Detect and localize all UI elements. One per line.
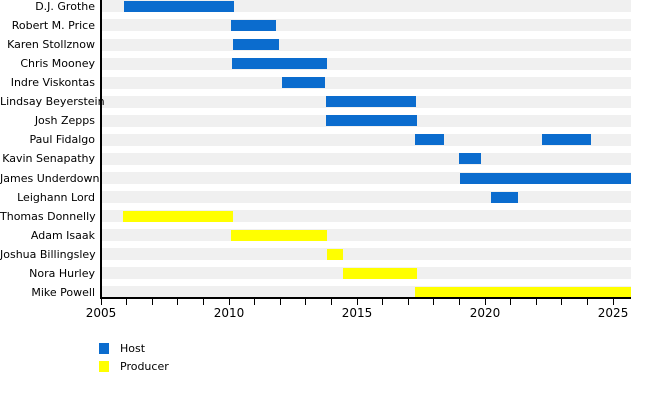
timeline-bar <box>459 172 631 184</box>
producer-color-swatch <box>99 361 109 372</box>
timeline-bar <box>281 77 326 89</box>
row-band <box>101 248 631 261</box>
timeline-bar <box>414 134 445 146</box>
row-label: Indre Viskontas <box>10 76 95 90</box>
row-label: Karen Stollznow <box>7 38 95 52</box>
axis-year-label: 2020 <box>469 306 501 320</box>
timeline-bar <box>123 0 235 12</box>
axis-tick <box>151 298 153 305</box>
axis-tick <box>433 298 435 305</box>
legend-label-host: Host <box>120 342 146 355</box>
timeline-bar <box>458 153 482 165</box>
axis-year-label: 2015 <box>341 306 373 320</box>
row-label: Adam Isaak <box>30 228 95 242</box>
timeline-bar <box>414 286 631 298</box>
legend: Host Producer <box>99 342 169 373</box>
row-label: James Underdown <box>0 171 100 185</box>
row-band <box>101 210 631 223</box>
row-band <box>101 133 631 146</box>
axis-tick <box>535 298 537 305</box>
row-label: Kavin Senapathy <box>2 152 95 166</box>
axis-tick <box>458 298 460 305</box>
x-axis-line <box>100 297 631 299</box>
legend-label-producer: Producer <box>120 360 169 373</box>
timeline-bar <box>123 210 233 222</box>
axis-tick <box>561 298 563 305</box>
axis-tick <box>177 298 179 305</box>
row-band <box>101 19 631 32</box>
axis-tick <box>356 298 358 305</box>
timeline-bar <box>232 39 280 51</box>
row-label: Mike Powell <box>31 285 95 299</box>
timeline-bar <box>541 134 592 146</box>
row-label: D.J. Grothe <box>35 0 95 13</box>
row-label: Paul Fidalgo <box>29 133 95 147</box>
axis-tick <box>612 298 614 305</box>
row-band <box>101 229 631 242</box>
axis-tick <box>100 298 102 305</box>
row-band <box>101 152 631 165</box>
row-band <box>101 76 631 89</box>
axis-tick <box>279 298 281 305</box>
axis-tick <box>254 298 256 305</box>
timeline-bar <box>231 58 328 70</box>
axis-tick <box>330 298 332 305</box>
axis-tick <box>484 298 486 305</box>
axis-tick <box>202 298 204 305</box>
row-band <box>101 38 631 51</box>
host-color-swatch <box>99 343 109 354</box>
row-label: Thomas Donnelly <box>0 209 96 223</box>
axis-year-label: 2010 <box>213 306 245 320</box>
row-label: Joshua Billingsley <box>0 247 96 261</box>
row-label: Nora Hurley <box>29 266 95 280</box>
timeline-bar <box>326 115 418 127</box>
axis-tick <box>586 298 588 305</box>
timeline-bar <box>326 96 417 108</box>
row-label: Robert M. Price <box>11 18 95 32</box>
legend-item-host: Host <box>99 342 169 355</box>
axis-tick <box>228 298 230 305</box>
row-band <box>101 191 631 204</box>
row-label: Leighann Lord <box>17 190 95 204</box>
axis-tick <box>407 298 409 305</box>
row-label: Lindsay Beyerstein <box>0 95 105 109</box>
y-axis-line <box>100 0 102 299</box>
row-band <box>101 57 631 70</box>
axis-tick <box>126 298 128 305</box>
row-label: Josh Zepps <box>34 114 95 128</box>
axis-year-label: 2025 <box>597 306 629 320</box>
legend-item-producer: Producer <box>99 360 169 373</box>
axis-year-label: 2005 <box>85 306 117 320</box>
timeline-bar <box>342 267 418 279</box>
timeline-bar <box>327 248 344 260</box>
timeline-bar <box>230 19 277 31</box>
axis-tick <box>305 298 307 305</box>
axis-tick <box>382 298 384 305</box>
axis-tick <box>510 298 512 305</box>
timeline-bar <box>231 229 327 241</box>
row-label: Chris Mooney <box>20 57 95 71</box>
plot-area: D.J. Grothe Robert M. Price Karen Stollzno… <box>0 0 631 320</box>
timeline-bar <box>491 191 519 203</box>
